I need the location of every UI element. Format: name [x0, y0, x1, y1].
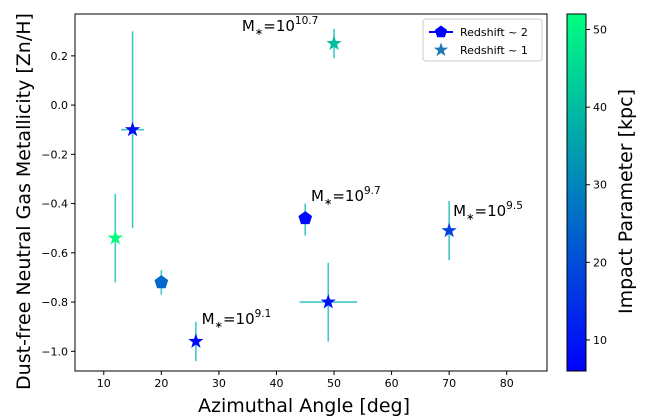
stellar-mass-subscript: ∗	[255, 27, 263, 38]
x-tick-label: 60	[385, 377, 399, 390]
colorbar-label: Impact Parameter [kpc]	[615, 89, 637, 314]
x-tick-label: 80	[500, 377, 514, 390]
y-tick-label: −0.8	[41, 296, 68, 309]
x-tick-label: 20	[154, 377, 168, 390]
axes-frame	[74, 13, 548, 372]
stellar-mass-label: M∗=109.7	[311, 185, 381, 208]
star-marker	[320, 294, 336, 309]
colorbar-gradient	[566, 13, 587, 372]
legend-label: Redshift ~ 2	[460, 26, 528, 39]
x-tick-label: 10	[97, 377, 111, 390]
legend-box	[422, 18, 543, 62]
axes: 10 20 30 40 50 60 70 80 0.2 0.0 −0.2 −0.4 −0.6 −0.8 −1…	[13, 13, 548, 417]
legend-pentagon-marker	[434, 25, 448, 38]
colorbar-tick-label: 20	[593, 256, 607, 269]
colorbar-tick-label: 30	[593, 179, 607, 192]
stellar-mass-label: M∗=1010.7	[242, 15, 318, 38]
stellar-mass-subscript: ∗	[215, 320, 223, 331]
x-axis-label: Azimuthal Angle [deg]	[198, 395, 410, 417]
colorbar-tick-label: 50	[593, 24, 607, 37]
stellar-mass-symbol: M	[311, 187, 324, 205]
y-axis-label: Dust-free Neutral Gas Metallicity [Zn/H]	[13, 13, 35, 390]
stellar-mass-label: M∗=109.1	[202, 308, 272, 331]
stellar-mass-equals: =10	[332, 187, 364, 205]
y-tick-label: 0.0	[51, 99, 69, 112]
star-marker	[107, 230, 123, 245]
x-tick-label: 30	[212, 377, 226, 390]
x-tick-label: 50	[327, 377, 341, 390]
stellar-mass-equals: =10	[475, 202, 507, 220]
legend-label: Redshift ~ 1	[460, 44, 528, 57]
stellar-mass-label: M∗=109.5	[453, 200, 523, 223]
y-tick-label: −1.0	[41, 345, 68, 358]
stellar-mass-equals: =10	[263, 17, 295, 35]
annotations: M∗=1010.7M∗=109.7M∗=109.5M∗=109.1	[202, 15, 523, 331]
stellar-mass-symbol: M	[453, 202, 466, 220]
pentagon-marker	[298, 211, 313, 225]
stellar-mass-equals: =10	[223, 310, 255, 328]
legend: Redshift ~ 2 Redshift ~ 1	[422, 18, 543, 62]
y-tick-label: −0.2	[41, 148, 68, 161]
stellar-mass-symbol: M	[242, 17, 255, 35]
plot-background	[75, 14, 547, 371]
stellar-mass-exponent: 10.7	[295, 15, 318, 27]
star-marker	[188, 333, 204, 348]
stellar-mass-exponent: 9.7	[364, 185, 381, 197]
star-marker	[326, 35, 342, 51]
stellar-mass-subscript: ∗	[466, 212, 474, 223]
stellar-mass-exponent: 9.1	[255, 308, 272, 320]
stellar-mass-symbol: M	[202, 310, 215, 328]
y-tick-label: −0.4	[41, 198, 68, 211]
plot-area	[75, 14, 547, 371]
stellar-mass-subscript: ∗	[324, 197, 332, 208]
stellar-mass-exponent: 9.5	[506, 200, 523, 212]
pentagon-marker	[154, 275, 169, 289]
y-tick-label: 0.2	[51, 50, 69, 63]
colorbar-tick-label: 40	[593, 101, 607, 114]
colorbar-tick-label: 10	[593, 334, 607, 347]
star-marker	[124, 121, 141, 137]
data-markers	[107, 35, 457, 348]
legend-star-marker	[433, 42, 449, 57]
star-marker	[441, 222, 457, 238]
x-tick-label: 70	[442, 377, 456, 390]
y-tick-label: −0.6	[41, 247, 68, 260]
x-tick-label: 40	[269, 377, 283, 390]
colorbar: 10 20 30 40 50 Impact Parameter [kpc]	[566, 13, 637, 372]
